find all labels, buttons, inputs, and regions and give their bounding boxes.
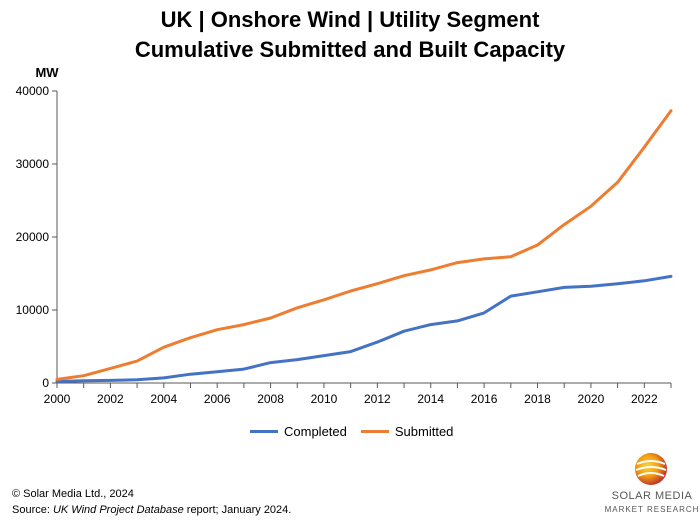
y-tick-label: 10000 bbox=[16, 303, 50, 317]
x-tick-label: 2012 bbox=[364, 392, 391, 406]
chart-title-line2: Cumulative Submitted and Built Capacity bbox=[134, 37, 566, 62]
completed-series-line bbox=[55, 274, 673, 383]
y-tick-label: 20000 bbox=[16, 230, 50, 244]
source-note: Source: UK Wind Project Database report;… bbox=[12, 503, 291, 517]
y-tick-label: 30000 bbox=[16, 157, 50, 171]
solar-media-sphere-icon bbox=[635, 453, 667, 485]
copyright-note: © Solar Media Ltd., 2024 bbox=[12, 488, 134, 500]
x-tick-label: 2006 bbox=[204, 392, 231, 406]
legend-item-submitted: Submitted bbox=[360, 424, 454, 439]
x-tick-label: 2004 bbox=[150, 392, 177, 406]
line-chart: 0 10000 20000 30000 40000 2000 2002 2004 2006 200… bbox=[16, 65, 673, 406]
x-tick-label: 2020 bbox=[578, 392, 605, 406]
source-report-name: UK Wind Project Database bbox=[52, 504, 184, 516]
legend-label-submitted: Submitted bbox=[394, 424, 454, 439]
logo-text-solar-media: SOLAR MEDIA bbox=[611, 490, 693, 502]
chart-title-line1: UK | Onshore Wind | Utility Segment bbox=[160, 7, 540, 32]
legend-item-completed: Completed bbox=[250, 424, 347, 439]
x-tick-label: 2002 bbox=[97, 392, 124, 406]
x-tick-label: 2016 bbox=[471, 392, 498, 406]
solar-media-logo: SOLAR MEDIA MARKET RESEARCH bbox=[604, 452, 700, 522]
chart-legend: Completed Submitted bbox=[250, 424, 453, 439]
y-tick-label: 40000 bbox=[16, 84, 50, 98]
y-axis-label: MW bbox=[35, 65, 59, 80]
legend-swatch-completed bbox=[250, 430, 278, 433]
x-tick-label: 2018 bbox=[524, 392, 551, 406]
logo-text-market-research: MARKET RESEARCH bbox=[604, 505, 700, 514]
legend-label-completed: Completed bbox=[284, 424, 347, 439]
x-tick-label: 2014 bbox=[417, 392, 444, 406]
x-tick-label: 2008 bbox=[257, 392, 284, 406]
x-tick-label: 2010 bbox=[311, 392, 338, 406]
y-tick-label: 0 bbox=[42, 376, 49, 390]
x-tick-label: 2022 bbox=[631, 392, 658, 406]
source-suffix: report; January 2024. bbox=[183, 504, 292, 516]
x-tick-label: 2000 bbox=[44, 392, 71, 406]
legend-swatch-submitted bbox=[360, 430, 389, 433]
submitted-series-line bbox=[55, 109, 673, 381]
source-prefix: Source: bbox=[12, 504, 53, 516]
